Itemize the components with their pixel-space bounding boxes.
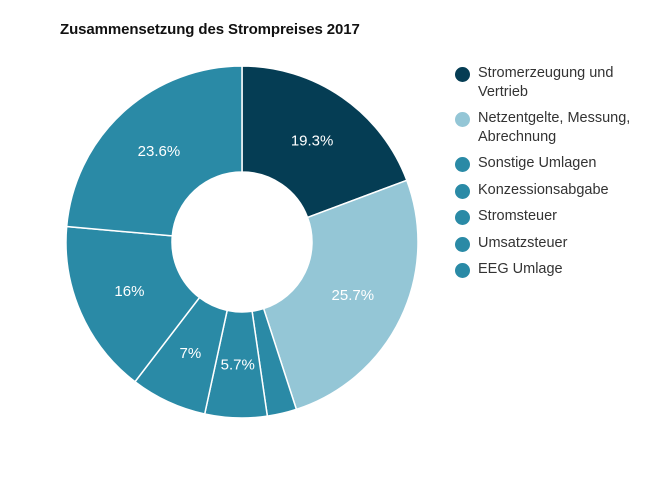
legend-swatch bbox=[455, 157, 470, 172]
legend-item-2[interactable]: Netzentgelte, Messung, Abrechnung bbox=[455, 109, 660, 146]
legend-label: Stromerzeugung und Vertrieb bbox=[478, 65, 614, 100]
slice-label-7: 23.6% bbox=[138, 143, 181, 160]
legend-swatch bbox=[455, 183, 470, 199]
pie-slice-7 bbox=[65, 65, 243, 237]
legend-item-5[interactable]: Stromsteuer bbox=[455, 207, 660, 226]
legend-swatch bbox=[455, 112, 470, 127]
legend-item-3[interactable]: Sonstige Umlagen bbox=[455, 154, 660, 173]
legend-label: Netzentgelte, Messung, Abrechnung bbox=[478, 110, 631, 145]
pie-slice-6 bbox=[65, 225, 201, 383]
legend-label: Sonstige Umlagen bbox=[478, 155, 597, 171]
legend-swatch bbox=[455, 67, 470, 82]
slice-label-5: 7% bbox=[179, 345, 201, 362]
legend-swatch bbox=[455, 263, 470, 278]
slice-label-1: 19.3% bbox=[291, 132, 334, 149]
legend-label: EEG Umlage bbox=[478, 261, 563, 277]
legend-label: Konzessionsabgabe bbox=[478, 181, 609, 198]
legend-label: Stromsteuer bbox=[478, 208, 557, 224]
slice-label-2: 25.7% bbox=[332, 287, 375, 304]
legend-item-1[interactable]: Stromerzeugung und Vertrieb bbox=[455, 64, 660, 101]
pie-slice-2 bbox=[262, 179, 419, 411]
legend-item-7[interactable]: EEG Umlage bbox=[455, 260, 660, 279]
legend-swatch bbox=[455, 210, 470, 225]
legend-item-6[interactable]: Umsatzsteuer bbox=[455, 234, 660, 253]
pie-slice-1 bbox=[241, 65, 408, 219]
legend-item-4[interactable]: Konzessionsabgabe bbox=[455, 181, 660, 200]
slice-label-6: 16% bbox=[114, 283, 144, 300]
slice-label-4: 5.7% bbox=[221, 356, 255, 373]
legend-swatch bbox=[455, 236, 470, 252]
legend-label: Umsatzsteuer bbox=[478, 234, 568, 251]
chart-title: Zusammensetzung des Strompreises 2017 bbox=[60, 21, 360, 38]
chart-legend: Stromerzeugung und Vertrieb Netzentgelte,… bbox=[455, 64, 660, 287]
